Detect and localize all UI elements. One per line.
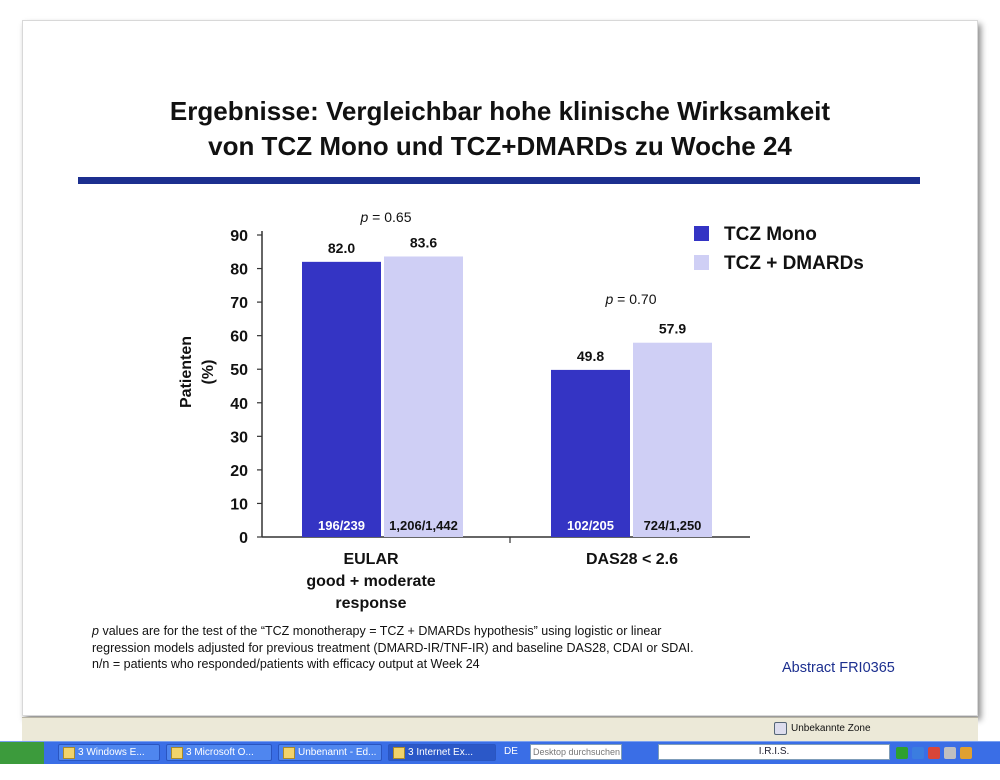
y-tick-label: 80 bbox=[230, 262, 248, 279]
paint-icon bbox=[283, 746, 295, 759]
bar-value-label: 57.9 bbox=[659, 321, 686, 337]
legend-label: TCZ Mono bbox=[724, 224, 817, 245]
abstract-reference: Abstract FRI0365 bbox=[782, 660, 895, 676]
slide-frame bbox=[22, 20, 978, 716]
y-tick-label: 70 bbox=[230, 295, 248, 312]
taskbar-item-office[interactable]: 3 Microsoft O... bbox=[166, 744, 272, 761]
legend-label: TCZ + DMARDs bbox=[724, 253, 864, 274]
taskbar-item-editor[interactable]: Unbenannt - Ed... bbox=[278, 744, 382, 761]
slide-title-line2: von TCZ Mono und TCZ+DMARDs zu Woche 24 bbox=[208, 131, 792, 161]
tray-shield-icon[interactable] bbox=[928, 747, 940, 759]
tray-flag-icon[interactable] bbox=[960, 747, 972, 759]
footnote-line2: regression models adjusted for previous … bbox=[92, 641, 694, 655]
bar-value-label: 82.0 bbox=[328, 240, 355, 256]
p-value-label: p = 0.65 bbox=[360, 209, 412, 225]
footnote-line1: p values are for the test of the “TCZ mo… bbox=[92, 624, 662, 638]
category-label: good + moderate bbox=[306, 573, 435, 590]
bar-value-label: 49.8 bbox=[577, 348, 604, 364]
y-tick-label: 10 bbox=[230, 496, 248, 513]
y-tick-label: 60 bbox=[230, 329, 248, 346]
y-tick-label: 90 bbox=[230, 228, 248, 245]
legend-swatch bbox=[694, 255, 709, 270]
tray-back-icon[interactable] bbox=[912, 747, 924, 759]
p-value-label: p = 0.70 bbox=[605, 291, 657, 307]
category-label: EULAR bbox=[343, 551, 399, 568]
bar-value-label: 83.6 bbox=[410, 234, 437, 250]
category-label: response bbox=[335, 595, 406, 612]
bar-count-label: 196/239 bbox=[318, 518, 365, 533]
y-tick-label: 50 bbox=[230, 362, 248, 379]
desktop-search-input[interactable]: Desktop durchsuchen bbox=[530, 744, 622, 760]
bar-tcz-mono bbox=[551, 369, 630, 537]
slide-title-line1: Ergebnisse: Vergleichbar hohe klinische … bbox=[169, 96, 831, 126]
y-axis-label-unit: (%) bbox=[200, 360, 217, 385]
bar-count-label: 1,206/1,442 bbox=[389, 518, 458, 533]
folder-icon bbox=[63, 746, 75, 759]
tray-tool-icon[interactable] bbox=[944, 747, 956, 759]
start-button[interactable] bbox=[0, 742, 44, 764]
iris-toolbar[interactable]: I.R.I.S. bbox=[658, 744, 890, 760]
bar-tcz-dmards bbox=[384, 256, 463, 537]
category-label: DAS28 < 2.6 bbox=[586, 551, 678, 568]
y-tick-label: 30 bbox=[230, 429, 248, 446]
taskbar: 3 Windows E... 3 Microsoft O... Unbenann… bbox=[0, 741, 1000, 764]
office-icon bbox=[171, 746, 183, 759]
bar-count-label: 724/1,250 bbox=[644, 518, 702, 533]
title-rule bbox=[78, 177, 920, 184]
y-tick-label: 0 bbox=[239, 530, 248, 547]
footnote-line3: n/n = patients who responded/patients wi… bbox=[92, 657, 480, 671]
legend-swatch bbox=[694, 226, 709, 241]
ie-icon bbox=[393, 746, 405, 759]
taskbar-item-explorer[interactable]: 3 Windows E... bbox=[58, 744, 160, 761]
y-axis-label: Patienten bbox=[178, 336, 195, 408]
y-tick-label: 40 bbox=[230, 396, 248, 413]
taskbar-item-internet-explorer[interactable]: 3 Internet Ex... bbox=[388, 744, 496, 761]
bar-tcz-dmards bbox=[633, 342, 712, 537]
security-zone: Unbekannte Zone bbox=[774, 722, 871, 735]
bar-count-label: 102/205 bbox=[567, 518, 614, 533]
bar-tcz-mono bbox=[302, 261, 381, 537]
zone-label: Unbekannte Zone bbox=[791, 723, 871, 734]
tray-arrow-icon[interactable] bbox=[896, 747, 908, 759]
y-tick-label: 20 bbox=[230, 463, 248, 480]
browser-status-bar: Unbekannte Zone bbox=[22, 717, 978, 742]
zone-icon bbox=[774, 722, 787, 735]
system-tray bbox=[896, 744, 1000, 762]
language-indicator[interactable]: DE bbox=[504, 746, 518, 757]
